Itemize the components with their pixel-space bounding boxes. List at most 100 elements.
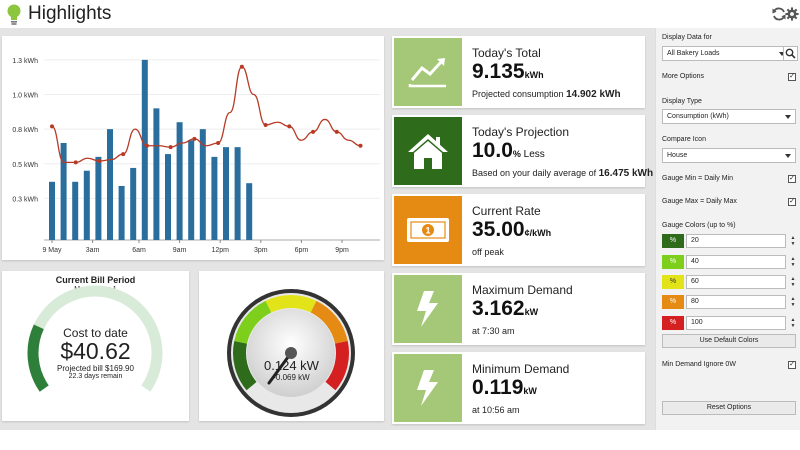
stat-label: Maximum Demand bbox=[472, 283, 573, 297]
stepper-icon[interactable]: ▲ ▼ bbox=[790, 276, 796, 288]
gauge-color-row: % 80 ▲ ▼ bbox=[662, 295, 796, 309]
stat-todays-projection: Today's Projection 10.0% Less Based on y… bbox=[392, 115, 653, 187]
page-title: Highlights bbox=[28, 3, 112, 24]
average-point bbox=[168, 145, 173, 150]
search-icon[interactable] bbox=[783, 46, 798, 61]
bill-amount: $40.62 bbox=[60, 338, 131, 364]
consumption-bar bbox=[141, 59, 148, 240]
house-icon bbox=[394, 117, 462, 185]
gauge-max-checkbox[interactable]: ✓ bbox=[788, 198, 796, 206]
gauge-color-row: % 20 ▲ ▼ bbox=[662, 234, 796, 248]
stat-value: 10.0% Less bbox=[472, 139, 545, 162]
consumption-bar bbox=[83, 170, 90, 240]
stat-label: Minimum Demand bbox=[472, 362, 570, 376]
stat-label: Today's Total bbox=[472, 46, 541, 60]
average-point bbox=[358, 143, 363, 148]
color-swatch[interactable]: % bbox=[662, 295, 684, 309]
stat-subtext: Based on your daily average of 16.475 kW… bbox=[472, 168, 654, 179]
x-tick-label: 6am bbox=[132, 247, 146, 254]
gauge-color-input[interactable]: 80 bbox=[686, 295, 786, 309]
gauge-color-input[interactable]: 60 bbox=[686, 275, 786, 289]
reset-options-button[interactable]: Reset Options bbox=[662, 401, 796, 415]
x-tick-label: 6pm bbox=[295, 247, 309, 254]
gauge-min-label: Gauge Min = Daily Min bbox=[662, 175, 734, 182]
stat-subtext: off peak bbox=[472, 247, 504, 257]
gauge-segment bbox=[265, 295, 317, 313]
stepper-icon[interactable]: ▲ ▼ bbox=[790, 256, 796, 268]
gauge-color-input[interactable]: 20 bbox=[686, 234, 786, 248]
average-point bbox=[192, 136, 197, 141]
consumption-chart: 0.3 kWh 0.5 kWh 0.8 kWh 1.0 kWh 1.3 kWh 9 May… bbox=[12, 58, 380, 254]
gauge-segment bbox=[325, 340, 349, 391]
stat-value: 9.135kWh bbox=[472, 60, 544, 83]
trend-chart-icon bbox=[394, 38, 462, 106]
stepper-icon[interactable]: ▲ ▼ bbox=[790, 235, 796, 247]
refresh-icon[interactable] bbox=[771, 6, 787, 22]
consumption-bar bbox=[199, 129, 206, 240]
dollar-bill-icon: 1 bbox=[394, 196, 462, 264]
display-data-value: All Bakery Loads bbox=[667, 50, 720, 57]
compare-icon-value: House bbox=[667, 152, 688, 159]
lightbulb-icon bbox=[7, 4, 21, 25]
consumption-bar bbox=[72, 181, 79, 240]
bill-remain: 22.3 days remain bbox=[68, 373, 123, 380]
color-swatch[interactable]: % bbox=[662, 316, 684, 330]
stepper-icon[interactable]: ▲ ▼ bbox=[790, 296, 796, 308]
average-point bbox=[287, 124, 292, 129]
color-swatch[interactable]: % bbox=[662, 234, 684, 248]
chevron-down-icon bbox=[779, 52, 785, 56]
more-options-checkbox[interactable]: ✓ bbox=[788, 73, 796, 81]
chevron-down-icon bbox=[785, 115, 791, 119]
gauge-color-row: % 60 ▲ ▼ bbox=[662, 275, 796, 289]
x-tick-label: 9pm bbox=[335, 247, 349, 254]
x-tick-label: 3pm bbox=[254, 247, 268, 254]
stat-subtext: Projected consumption 14.902 kWh bbox=[472, 89, 621, 100]
stat-todays-total: Today's Total 9.135kWh Projected consump… bbox=[392, 36, 645, 108]
consumption-bar bbox=[188, 140, 195, 240]
bill-title: Current Bill Period bbox=[55, 275, 136, 285]
y-tick-label: 1.0 kWh bbox=[12, 93, 38, 100]
consumption-bar bbox=[95, 156, 102, 240]
compare-icon-label: Compare Icon bbox=[662, 136, 706, 143]
display-type-value: Consumption (kWh) bbox=[667, 113, 729, 120]
header: Highlights bbox=[0, 0, 800, 28]
gauge-min-checkbox[interactable]: ✓ bbox=[788, 175, 796, 183]
x-tick-label: 9 May bbox=[42, 247, 62, 254]
gauge-color-row: % 100 ▲ ▼ bbox=[662, 316, 796, 330]
stepper-icon[interactable]: ▲ ▼ bbox=[790, 317, 796, 329]
gauge-colors-label: Gauge Colors (up to %) bbox=[662, 222, 736, 229]
chevron-down-icon bbox=[785, 154, 791, 158]
more-options-label: More Options bbox=[662, 73, 705, 80]
color-swatch[interactable]: % bbox=[662, 275, 684, 289]
demand-gauge-card: 0.124 kW -0.069 kW bbox=[199, 271, 384, 421]
consumption-bar bbox=[118, 185, 125, 240]
x-tick-label: 9am bbox=[173, 247, 187, 254]
color-swatch[interactable]: % bbox=[662, 255, 684, 269]
gauge-segment bbox=[310, 300, 348, 344]
x-tick-label: 3am bbox=[86, 247, 100, 254]
consumption-bar bbox=[49, 181, 55, 240]
y-tick-label: 0.3 kWh bbox=[12, 196, 38, 203]
gauge-color-input[interactable]: 40 bbox=[686, 255, 786, 269]
display-type-select[interactable]: Consumption (kWh) bbox=[662, 109, 796, 124]
use-default-colors-button[interactable]: Use Default Colors bbox=[662, 334, 796, 348]
consumption-bar bbox=[176, 122, 183, 240]
gear-icon[interactable] bbox=[785, 7, 799, 21]
average-point bbox=[263, 122, 268, 127]
consumption-bar bbox=[60, 143, 67, 240]
min-demand-checkbox[interactable]: ✓ bbox=[788, 361, 796, 369]
compare-icon-select[interactable]: House bbox=[662, 148, 796, 163]
min-demand-label: Min Demand Ignore 0W bbox=[662, 361, 736, 368]
bill-gauge bbox=[27, 285, 163, 392]
bill-card: Current Bill Period May 1 - Jun 1 Cost t… bbox=[2, 271, 189, 421]
options-sidebar: Display Data for All Bakery Loads More O… bbox=[655, 28, 800, 430]
dashboard-area: 0.3 kWh 0.5 kWh 0.8 kWh 1.0 kWh 1.3 kWh 9 May… bbox=[0, 28, 655, 430]
stat-label: Today's Projection bbox=[472, 125, 570, 139]
display-data-select[interactable]: All Bakery Loads bbox=[662, 46, 790, 61]
demand-gauge bbox=[227, 289, 355, 417]
consumption-bar bbox=[246, 183, 253, 240]
gauge-color-input[interactable]: 100 bbox=[686, 316, 786, 330]
y-tick-label: 1.3 kWh bbox=[12, 58, 38, 65]
y-tick-label: 0.8 kWh bbox=[12, 127, 38, 134]
consumption-bar bbox=[165, 154, 171, 240]
